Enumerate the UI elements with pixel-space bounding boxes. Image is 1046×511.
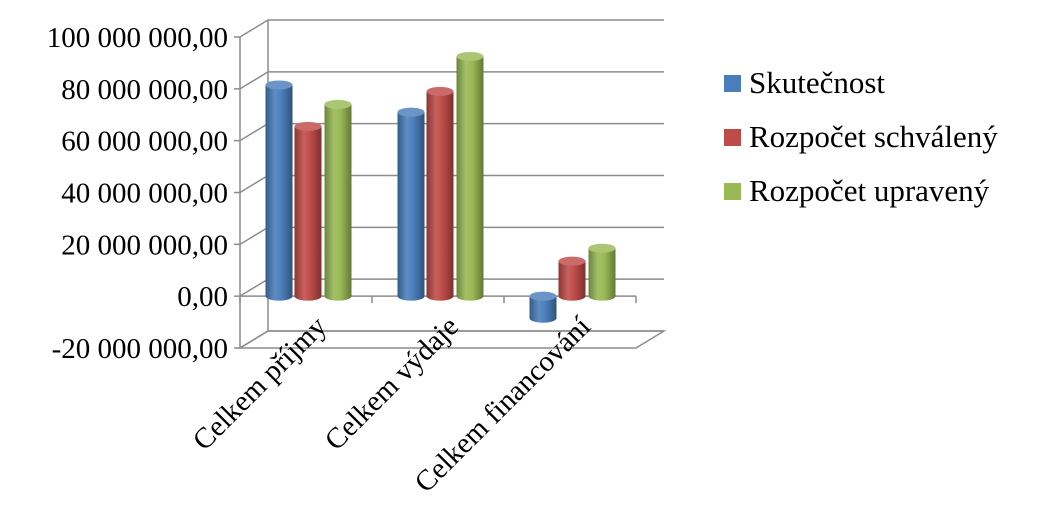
bar-body bbox=[588, 248, 616, 301]
bar-body bbox=[456, 56, 484, 301]
bar-cap bbox=[426, 86, 454, 96]
x-tick-label: Celkem výdaje bbox=[319, 310, 465, 456]
legend-item-skutecnost: Skutečnost bbox=[724, 56, 998, 110]
bar-cap bbox=[588, 243, 616, 253]
y-tick-label: -20 000 000,00 bbox=[52, 333, 228, 365]
bar bbox=[588, 243, 616, 301]
legend: Skutečnost Rozpočet schválený Rozpočet u… bbox=[724, 56, 998, 218]
bar-body bbox=[324, 104, 352, 301]
bar bbox=[265, 80, 293, 301]
legend-item-rozpocet-schvaleny: Rozpočet schválený bbox=[724, 110, 998, 164]
bar-cap bbox=[294, 121, 322, 131]
bar bbox=[558, 256, 586, 301]
bar bbox=[397, 107, 425, 301]
legend-label-rozpocet-schvaleny: Rozpočet schválený bbox=[749, 119, 998, 154]
bar-cap bbox=[265, 80, 293, 90]
bar-body bbox=[558, 261, 586, 301]
y-tick-label: 0,00 bbox=[177, 281, 228, 313]
legend-swatch-skutecnost bbox=[724, 74, 741, 92]
legend-swatch-rozpocet-upraveny bbox=[724, 182, 741, 200]
legend-swatch-rozpocet-schvaleny bbox=[724, 128, 741, 146]
bar bbox=[324, 99, 352, 301]
legend-item-rozpocet-upraveny: Rozpočet upravený bbox=[724, 164, 998, 218]
bar-cap bbox=[456, 51, 484, 61]
bar bbox=[529, 291, 557, 323]
legend-label-rozpocet-upraveny: Rozpočet upravený bbox=[749, 173, 990, 208]
y-tick-label: 20 000 000,00 bbox=[61, 229, 228, 261]
bar-body bbox=[265, 84, 293, 301]
legend-label-skutecnost: Skutečnost bbox=[749, 65, 886, 100]
y-tick-label: 40 000 000,00 bbox=[61, 178, 228, 210]
bars bbox=[265, 51, 616, 323]
bar bbox=[456, 51, 484, 301]
y-tick-label: 80 000 000,00 bbox=[61, 74, 228, 106]
gridline-side bbox=[239, 174, 269, 194]
bar bbox=[426, 86, 454, 301]
bar-body bbox=[529, 296, 557, 323]
gridline-side bbox=[239, 71, 269, 90]
gridline-side bbox=[239, 19, 269, 38]
bar-cap bbox=[529, 291, 557, 301]
bar-cap bbox=[324, 99, 352, 109]
bar-body bbox=[294, 126, 322, 301]
y-tick-label: 60 000 000,00 bbox=[61, 126, 228, 158]
bar-cap bbox=[558, 256, 586, 266]
gridline-side bbox=[239, 226, 269, 245]
gridline-side bbox=[239, 278, 269, 297]
bar-body bbox=[397, 112, 425, 301]
y-tick-label: 100 000 000,00 bbox=[47, 22, 228, 54]
gridline-side bbox=[239, 123, 269, 142]
bar-body bbox=[426, 91, 454, 301]
floor bbox=[237, 330, 667, 349]
bar-cap bbox=[397, 107, 425, 117]
bar bbox=[294, 121, 322, 301]
